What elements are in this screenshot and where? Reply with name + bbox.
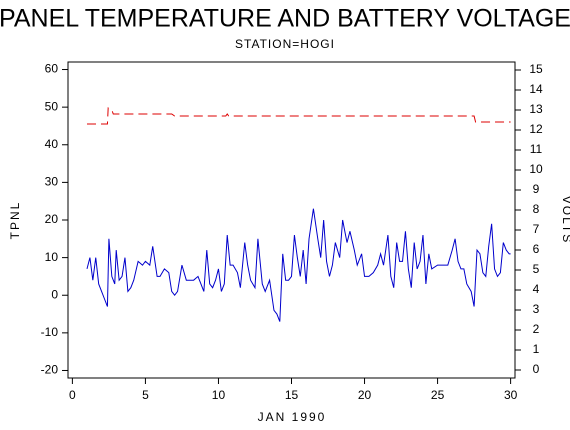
y2-tick-label: 0 (533, 362, 540, 376)
y2-tick-label: 8 (533, 202, 540, 216)
x-tick-label: 0 (69, 388, 76, 402)
y2-tick-label: 6 (533, 242, 540, 256)
y2-tick-label: 3 (533, 302, 540, 316)
y2-axis-label: VOLTS (560, 196, 570, 244)
y-tick-label: 20 (45, 212, 59, 226)
y2-tick-label: 11 (530, 142, 543, 156)
y2-tick-label: 15 (529, 62, 543, 76)
y-tick-label: -10 (41, 325, 59, 339)
x-tick-label: 30 (504, 388, 518, 402)
y2-tick-label: 7 (533, 222, 540, 236)
chart-title: PANEL TEMPERATURE AND BATTERY VOLTAGE (0, 5, 570, 33)
series-line (86, 107, 511, 125)
x-tick-label: 5 (142, 388, 149, 402)
y-tick-label: 30 (45, 175, 59, 189)
y2-tick-label: 9 (533, 182, 540, 196)
y-tick-label: 0 (51, 287, 58, 301)
y-tick-label: 40 (45, 137, 59, 151)
y2-tick-label: 10 (529, 162, 543, 176)
y2-tick-label: 4 (533, 282, 540, 296)
y2-tick-label: 1 (533, 342, 540, 356)
y-tick-label: 10 (45, 250, 59, 264)
x-tick-label: 25 (431, 388, 445, 402)
plot-frame (67, 61, 516, 379)
x-tick-label: 15 (285, 388, 299, 402)
y2-tick-label: 12 (529, 122, 543, 136)
y2-tick-label: 13 (529, 102, 543, 116)
chart-subtitle: STATION=HOGI (235, 37, 335, 51)
x-axis-label: JAN 1990 (258, 410, 327, 424)
x-tick-label: 10 (212, 388, 226, 402)
y-tick-label: -20 (41, 363, 59, 377)
y2-tick-label: 5 (533, 262, 540, 276)
y-axis-label: TPNL (8, 201, 22, 240)
y-tick-label: 60 (45, 62, 59, 76)
y2-tick-label: 2 (533, 322, 540, 336)
series-line (86, 208, 511, 322)
y2-tick-label: 14 (529, 82, 543, 96)
x-tick-label: 20 (358, 388, 372, 402)
y-tick-label: 50 (45, 99, 59, 113)
